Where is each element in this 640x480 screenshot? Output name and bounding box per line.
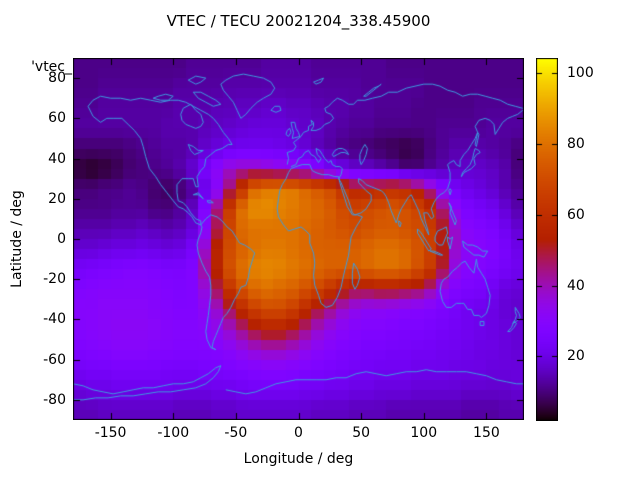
colorbar-tick-label: 80 — [567, 135, 585, 152]
y-tick-label: -20 — [43, 271, 66, 288]
x-tick-label: 50 — [352, 425, 371, 441]
x-tick-label: 150 — [473, 425, 500, 441]
x-tick-label: -100 — [157, 425, 190, 441]
heatmap-canvas — [73, 58, 524, 420]
x-tick-label: 0 — [294, 425, 303, 441]
x-axis-label: Longitude / deg — [243, 451, 354, 467]
y-tick-label: 0 — [57, 231, 66, 247]
colorbar-tick-label: 40 — [567, 277, 585, 294]
y-tick-label: 20 — [48, 190, 66, 207]
x-tick-label: -150 — [94, 425, 127, 441]
colorbar-canvas — [536, 58, 558, 421]
colorbar-tick-label: 20 — [567, 348, 585, 365]
page-title: VTEC / TECU 20021204_338.45900 — [166, 12, 431, 30]
y-tick-label: 80 — [48, 70, 66, 87]
y-tick-label: -60 — [43, 351, 66, 368]
colorbar-tick-label: 100 — [567, 64, 594, 81]
y-tick-label: -80 — [43, 391, 66, 408]
x-tick-label: 100 — [410, 425, 438, 441]
y-tick-label: 60 — [48, 110, 66, 127]
y-tick-label: -40 — [43, 311, 66, 328]
y-tick-label: 40 — [48, 150, 66, 167]
key-label: 'vtec_ — [31, 59, 72, 75]
x-tick-label: -50 — [224, 425, 248, 441]
colorbar-tick-label: 60 — [567, 206, 585, 223]
